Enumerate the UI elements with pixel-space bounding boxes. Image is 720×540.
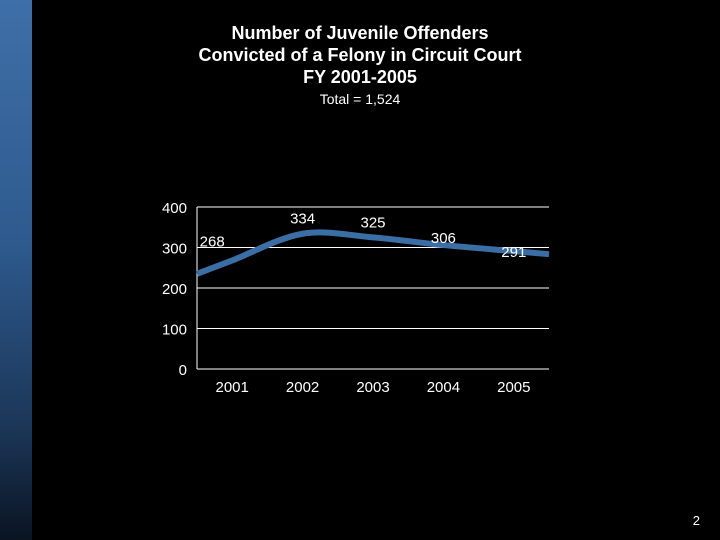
data-label: 291: [501, 244, 526, 261]
series-line: [195, 229, 550, 277]
y-tick-label: 200: [162, 281, 187, 298]
x-tick-label: 2002: [286, 379, 319, 396]
data-point: [231, 259, 233, 261]
data-label: 306: [431, 230, 456, 247]
page-number: 2: [692, 513, 700, 528]
y-tick-label: 100: [162, 322, 187, 339]
chart-subtitle: Total = 1,524: [319, 91, 401, 107]
axis-layer: [196, 207, 549, 370]
chart-title-line-1: Number of Juvenile Offenders: [231, 23, 489, 43]
x-tick-label: 2003: [356, 379, 389, 396]
chart-title-line-3: FY 2001-2005: [303, 67, 417, 87]
y-tick-label: 400: [162, 200, 187, 217]
data-label: 325: [360, 214, 385, 231]
data-label: 334: [290, 211, 315, 228]
slide-accent-bar: [0, 0, 32, 540]
label-layer: 0 100 200 300 400 2001 2002 2003 2004 2005 268 334 3…: [162, 200, 531, 396]
x-tick-label: 2005: [497, 379, 530, 396]
data-label: 268: [200, 233, 225, 250]
y-tick-label: 300: [162, 241, 187, 258]
chart-title-block: Number of Juvenile Offenders Convicted o…: [0, 22, 720, 108]
data-point: [513, 250, 515, 252]
x-tick-label: 2004: [427, 379, 460, 396]
y-tick-label: 0: [179, 362, 187, 379]
x-tick-label: 2001: [216, 379, 249, 396]
chart-title-line-2: Convicted of a Felony in Circuit Court: [198, 45, 522, 65]
data-point: [372, 236, 374, 238]
series-layer: [195, 229, 550, 277]
data-point: [302, 233, 304, 235]
data-point: [442, 244, 444, 246]
